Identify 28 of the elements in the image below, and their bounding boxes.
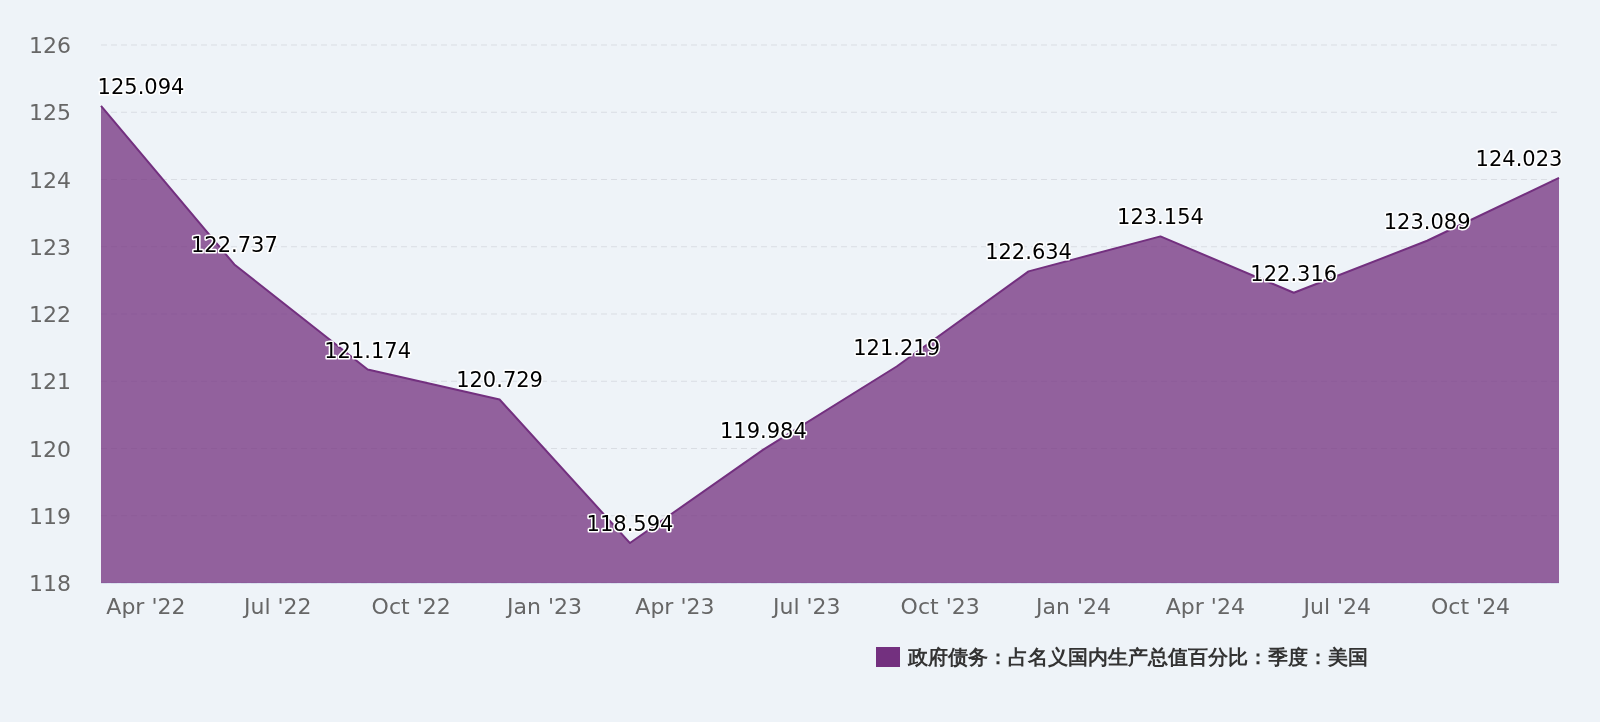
x-tick-label: Jan '24 bbox=[1034, 594, 1111, 619]
legend-label: 政府债务：占名义国内生产总值百分比：季度：美国 bbox=[907, 645, 1368, 669]
x-tick-label: Apr '24 bbox=[1165, 594, 1245, 619]
y-tick-label: 121 bbox=[29, 369, 71, 395]
y-tick-label: 124 bbox=[29, 167, 71, 193]
data-label: 123.089 bbox=[1383, 209, 1471, 234]
y-tick-label: 120 bbox=[29, 436, 71, 462]
y-tick-label: 125 bbox=[29, 100, 71, 126]
y-tick-label: 119 bbox=[29, 503, 71, 529]
x-tick-label: Jul '24 bbox=[1301, 594, 1372, 619]
data-label: 124.023 bbox=[1475, 146, 1563, 171]
data-label: 123.154 bbox=[1117, 205, 1204, 230]
data-label: 120.729 bbox=[456, 368, 543, 393]
x-tick-label: Jul '22 bbox=[242, 594, 312, 619]
data-label: 122.634 bbox=[985, 240, 1072, 265]
y-tick-label: 123 bbox=[29, 234, 71, 260]
x-tick-label: Apr '23 bbox=[635, 594, 715, 619]
x-tick-label: Jul '23 bbox=[771, 594, 841, 619]
data-label: 125.094 bbox=[97, 74, 185, 99]
y-tick-label: 122 bbox=[29, 302, 71, 327]
x-tick-label: Jan '23 bbox=[505, 594, 582, 619]
x-tick-label: Oct '23 bbox=[900, 594, 980, 619]
x-tick-label: Oct '24 bbox=[1431, 594, 1511, 619]
x-tick-label: Oct '22 bbox=[371, 594, 451, 619]
y-tick-label: 126 bbox=[29, 33, 71, 58]
y-tick-label: 118 bbox=[29, 571, 71, 596]
data-label: 122.316 bbox=[1250, 261, 1338, 286]
x-tick-label: Apr '22 bbox=[106, 594, 186, 619]
